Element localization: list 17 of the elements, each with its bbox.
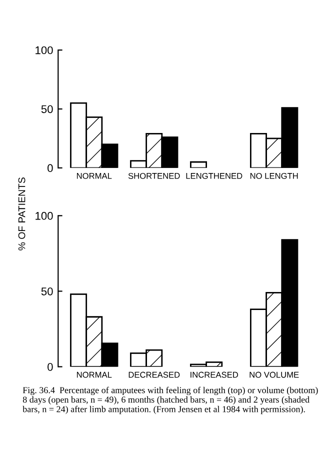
x-tick-label: INCREASED: [190, 372, 238, 378]
x-tick-label: LENGTHENED: [186, 172, 242, 179]
y-axis-title: % OF PATIENTS: [18, 177, 26, 250]
y-tick-label: 50: [41, 287, 53, 296]
y-tick-label: 50: [41, 105, 53, 114]
y-tick-label: 0: [48, 362, 53, 371]
x-tick-label: NO LENGTH: [250, 172, 298, 179]
x-tick-label: NORMAL: [76, 372, 112, 378]
x-tick-label: NO VOLUME: [250, 372, 299, 378]
x-tick-label: NORMAL: [76, 172, 112, 179]
x-tick-label: SHORTENED: [128, 172, 180, 179]
y-tick-label: 100: [36, 46, 53, 54]
x-tick-label: DECREASED: [128, 372, 180, 378]
y-tick-label: 100: [36, 212, 53, 220]
y-tick-label: 0: [48, 164, 53, 172]
caption: Fig. 36.4 Percentage of amputees with feeling of length (top) or volume (bottom) 8 days (open bars, n = 49), 6 months (hatched bars, n = 46) and 2 years (shaded bars, n = 24) after limb amputation. (From Jensen et al 1984 with permission).: [22, 386, 318, 414]
bar: [190, 161, 207, 168]
